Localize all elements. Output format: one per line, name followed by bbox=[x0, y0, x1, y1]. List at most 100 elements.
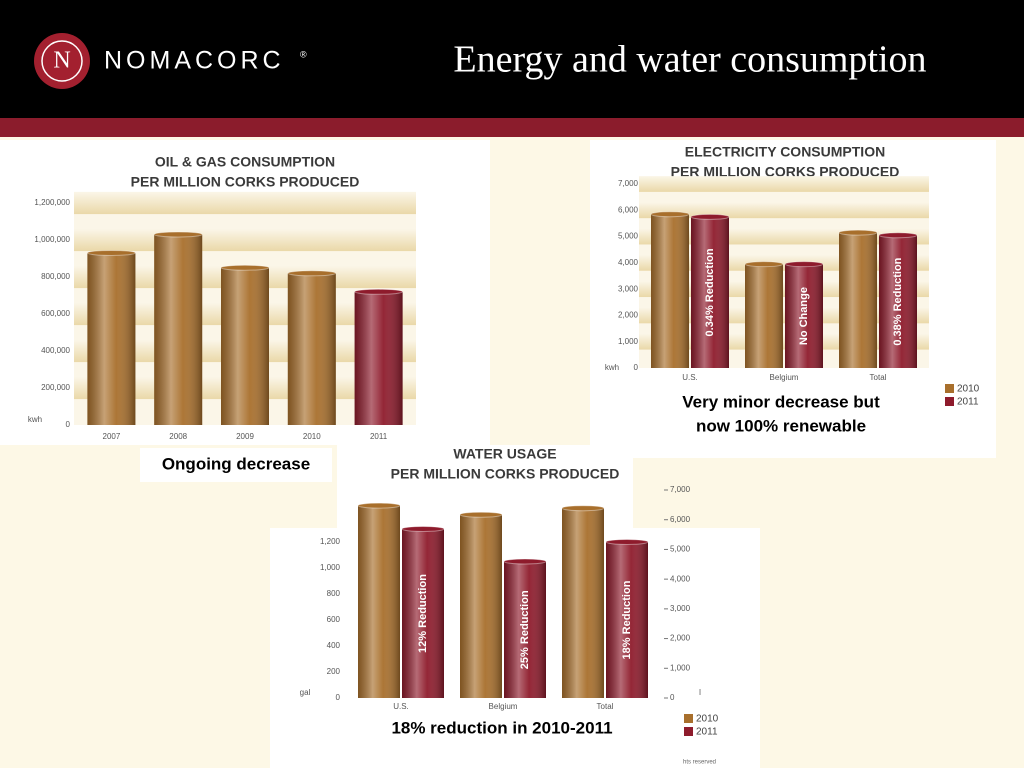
y-tick-label: 6,000 bbox=[618, 205, 639, 214]
bar-shine bbox=[879, 235, 917, 368]
legend-swatch bbox=[945, 384, 954, 393]
footer: hts reserved bbox=[683, 760, 716, 766]
grid-band bbox=[639, 176, 929, 192]
y-tick-label: 1,000 bbox=[618, 337, 639, 346]
x-tick-label: 2010 bbox=[303, 432, 321, 441]
bar-shine bbox=[562, 508, 604, 698]
unit-label: kwh bbox=[28, 415, 42, 424]
y-tick-label: 7,000 bbox=[618, 179, 639, 188]
logo-ring bbox=[41, 40, 83, 82]
legend-swatch bbox=[684, 714, 693, 723]
bar-shine bbox=[651, 214, 689, 368]
caption: now 100% renewable bbox=[696, 416, 866, 435]
unit-label: kwh bbox=[605, 363, 619, 372]
caption: Very minor decrease but bbox=[682, 392, 880, 411]
y2-tick-label: 0 bbox=[670, 693, 675, 702]
bar-cap bbox=[220, 264, 270, 271]
y-tick-label: 5,000 bbox=[618, 232, 639, 241]
bar-cap bbox=[354, 288, 404, 295]
chart-title: ELECTRICITY CONSUMPTION bbox=[685, 144, 885, 160]
bar-cap bbox=[878, 232, 918, 239]
chart-title: WATER USAGE bbox=[453, 446, 556, 462]
y2-tick-label: 4,000 bbox=[670, 574, 691, 583]
y-tick-label: 1,000,000 bbox=[34, 235, 70, 244]
x-tick-label: U.S. bbox=[682, 373, 698, 382]
y-tick-label: 600,000 bbox=[41, 309, 70, 318]
bar-cap bbox=[459, 511, 503, 518]
bar-shine bbox=[358, 505, 400, 698]
bar-cap bbox=[690, 213, 730, 220]
chart-title: PER MILLION CORKS PRODUCED bbox=[391, 466, 620, 482]
header bbox=[0, 0, 1024, 118]
legend-label: 2010 bbox=[696, 714, 719, 725]
y-tick-label: 3,000 bbox=[618, 284, 639, 293]
chart-title: PER MILLION CORKS PRODUCED bbox=[671, 164, 900, 180]
brand: NOMACORC bbox=[104, 47, 285, 75]
y-tick-label: 4,000 bbox=[618, 258, 639, 267]
bar-annotation: 0.34% Reduction bbox=[704, 248, 716, 336]
bar-cap bbox=[561, 505, 605, 512]
unit-label: gal bbox=[300, 688, 311, 697]
bar-cap bbox=[401, 526, 445, 532]
slide-title: Energy and water consumption bbox=[453, 39, 926, 81]
y-tick-label: 1,200 bbox=[320, 537, 341, 546]
bar-cap bbox=[503, 558, 547, 565]
bar-shine bbox=[354, 291, 403, 425]
bar-shine bbox=[785, 264, 823, 368]
y-tick-label: 800 bbox=[327, 589, 341, 598]
y-tick-label: 1,000 bbox=[320, 563, 341, 572]
x-tick-label: U.S. bbox=[393, 702, 409, 711]
y-tick-label: 800,000 bbox=[41, 272, 70, 281]
y-tick-label: 200 bbox=[327, 667, 341, 676]
bar-shine bbox=[606, 542, 648, 698]
bar-cap bbox=[650, 211, 690, 218]
y-tick-label: 400 bbox=[327, 641, 341, 650]
y-tick-label: 1,200,000 bbox=[34, 198, 70, 207]
bar-shine bbox=[460, 514, 502, 698]
grid-band bbox=[74, 191, 416, 215]
y2-tick-label: 5,000 bbox=[670, 545, 691, 554]
x-tick-label: 2009 bbox=[236, 432, 254, 441]
caption: Ongoing decrease bbox=[162, 454, 310, 473]
x-tick-label: 2007 bbox=[103, 432, 121, 441]
header-stripe bbox=[0, 118, 1024, 137]
bar-shine bbox=[839, 232, 877, 368]
y2-tick-label: 7,000 bbox=[670, 485, 691, 494]
x-tick-label: Total bbox=[597, 702, 614, 711]
bar-cap bbox=[86, 249, 136, 256]
y-tick-label: 600 bbox=[327, 615, 341, 624]
bar-annotation: 25% Reduction bbox=[519, 590, 531, 669]
legend-swatch bbox=[945, 397, 954, 406]
bar-annotation: 18% Reduction bbox=[621, 580, 633, 659]
x-tick-label: 2008 bbox=[169, 432, 187, 441]
caption-box bbox=[140, 448, 332, 482]
bar-shine bbox=[154, 234, 203, 425]
y-tick-label: 0 bbox=[66, 420, 71, 429]
y2-tick-label: 3,000 bbox=[670, 604, 691, 613]
y2-tick-label: 1,000 bbox=[670, 663, 691, 672]
bar-cap bbox=[357, 502, 401, 509]
chart-title: OIL & GAS CONSUMPTION bbox=[155, 154, 335, 170]
caption-box bbox=[323, 712, 680, 746]
chart-title: PER MILLION CORKS PRODUCED bbox=[131, 174, 360, 190]
caption: 18% reduction in 2010-2011 bbox=[391, 718, 612, 737]
y-tick-label: 0 bbox=[336, 693, 341, 702]
y-tick-label: 0 bbox=[634, 363, 639, 372]
legend-label: 2011 bbox=[957, 397, 979, 408]
bar-cap bbox=[744, 261, 784, 268]
bar-shine bbox=[745, 264, 783, 368]
x-tick-label: Total bbox=[870, 373, 887, 382]
y-tick-label: 200,000 bbox=[41, 383, 70, 392]
bar-shine bbox=[504, 561, 546, 698]
bar-annotation: 12% Reduction bbox=[417, 574, 429, 653]
y2-tick-label: 6,000 bbox=[670, 515, 691, 524]
bar-shine bbox=[287, 273, 336, 425]
bar-cap bbox=[605, 539, 649, 545]
x-tick-label: Belgium bbox=[489, 702, 518, 711]
bar-shine bbox=[691, 216, 729, 368]
bar-annotation: 0.38% Reduction bbox=[892, 257, 904, 345]
y2-tick-label: 2,000 bbox=[670, 634, 691, 643]
bar-shine bbox=[221, 267, 269, 425]
legend-label: 2011 bbox=[696, 727, 718, 738]
